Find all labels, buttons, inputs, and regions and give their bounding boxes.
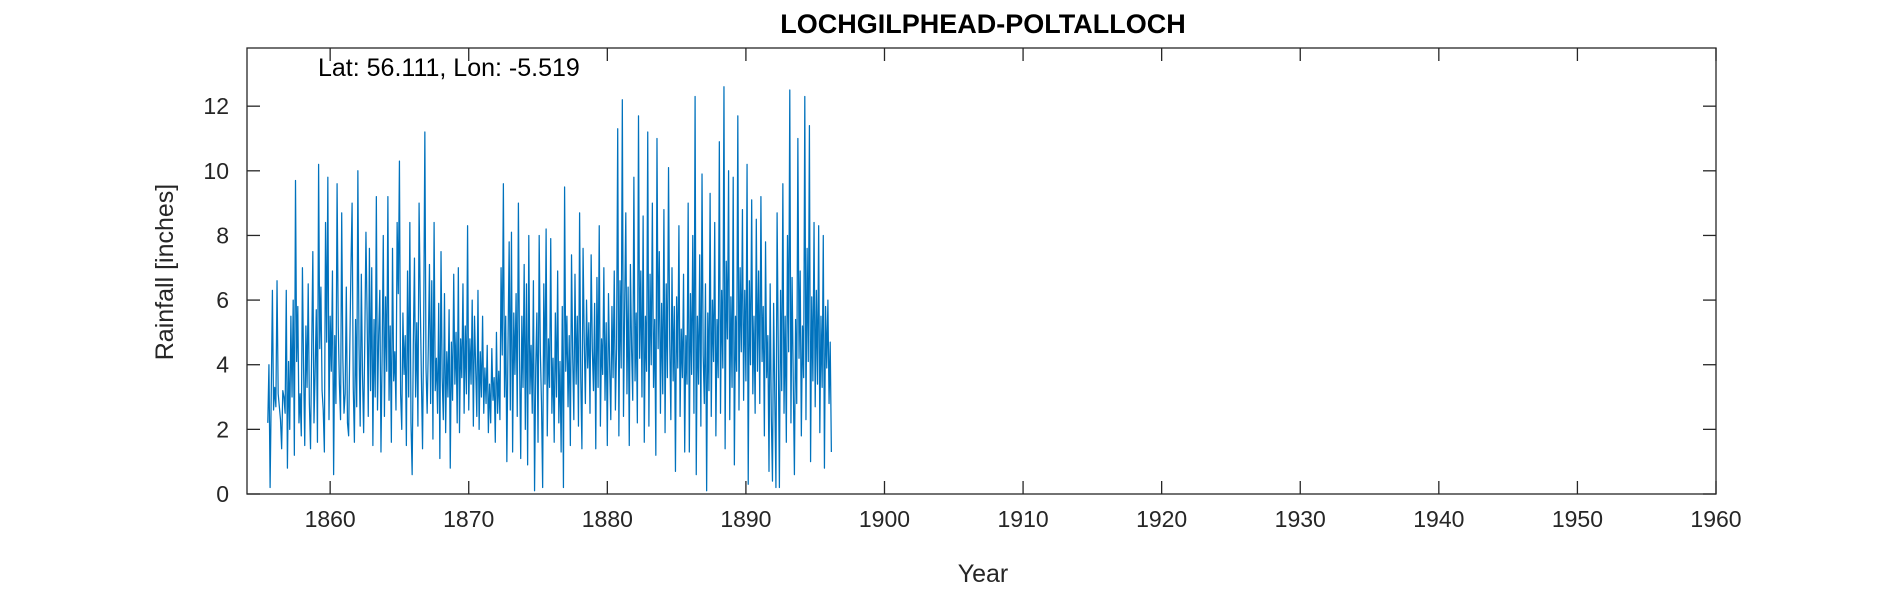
axes-box: [246, 47, 1717, 495]
y-axis-label: Rainfall [inches]: [151, 184, 179, 360]
x-tick-label: 1930: [1275, 506, 1326, 532]
x-tick-label: 1900: [859, 506, 910, 532]
x-axis-label: Year: [958, 560, 1009, 588]
x-tick-label: 1960: [1690, 506, 1741, 532]
y-tick-label: 6: [216, 287, 229, 313]
series-layer: [267, 86, 832, 492]
x-tick-label: 1860: [305, 506, 356, 532]
x-tick-label: 1880: [582, 506, 633, 532]
x-tick-label: 1870: [443, 506, 494, 532]
x-tick-label: 1950: [1552, 506, 1603, 532]
chart-title: LOCHGILPHEAD-POLTALLOCH: [780, 9, 1185, 39]
tick-marks: [247, 48, 1717, 495]
y-tick-label: 0: [216, 481, 229, 507]
y-tick-label: 4: [216, 352, 229, 378]
plot-frame: [246, 47, 1717, 495]
y-tick-label: 8: [216, 222, 229, 248]
rainfall-series-line: [267, 86, 832, 492]
x-tick-label: 1920: [1136, 506, 1187, 532]
y-tick-label: 10: [203, 158, 229, 184]
y-tick-label: 12: [203, 93, 229, 119]
x-tick-label: 1890: [720, 506, 771, 532]
y-tick-label: 2: [216, 416, 229, 442]
x-tick-label: 1940: [1413, 506, 1464, 532]
tick-labels: 1860 1870 1880 1890 1900 1910 1920 1930 1940 1950…: [203, 93, 1741, 532]
location-annotation: Lat: 56.111, Lon: -5.519: [318, 54, 580, 82]
x-tick-label: 1910: [997, 506, 1048, 532]
